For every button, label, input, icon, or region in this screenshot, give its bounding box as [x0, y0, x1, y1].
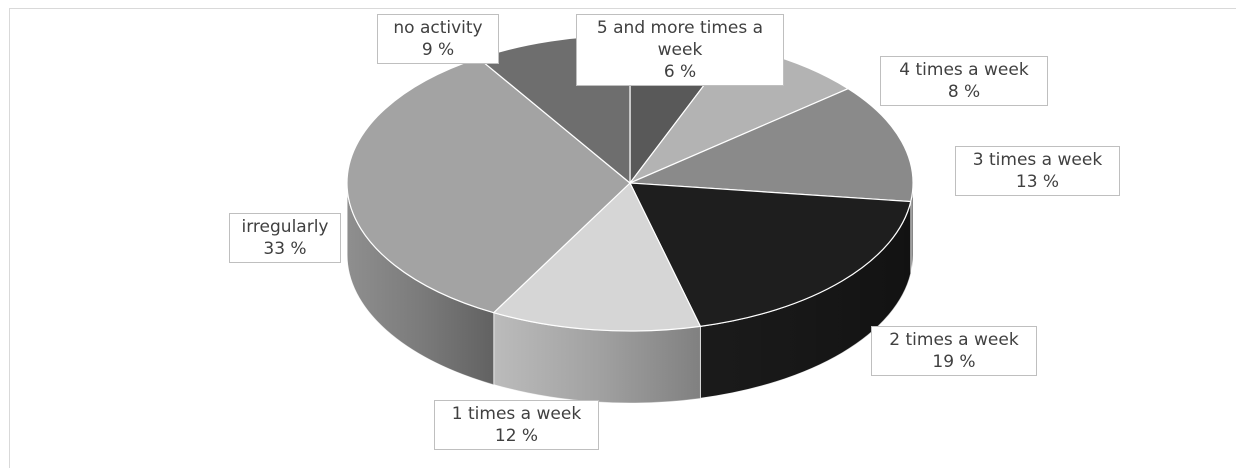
data-label-name: irregularly: [241, 217, 329, 237]
data-label-5-and-more-times: 5 and more times a week 6 %: [576, 14, 784, 86]
data-label-name: 3 times a week: [972, 150, 1103, 170]
data-label-value: 12 %: [494, 426, 539, 446]
data-label-1-times: 1 times a week 12 %: [434, 400, 599, 450]
pie-slice-irregularly: [346, 57, 631, 314]
data-label-2-times: 2 times a week 19 %: [871, 326, 1037, 376]
data-label-value: 8 %: [947, 82, 981, 102]
chart-area: [9, 8, 1236, 468]
pie-slice-1-times-a-week: [492, 182, 702, 332]
data-label-value: 6 %: [663, 62, 697, 82]
data-label-name: 4 times a week: [899, 60, 1029, 80]
data-label-value: 19 %: [932, 352, 976, 372]
data-label-value: 13 %: [1015, 172, 1060, 192]
data-label-name: 5 and more times a week: [596, 18, 764, 60]
data-label-4-times: 4 times a week 8 %: [880, 56, 1048, 106]
data-label-name: no activity: [393, 18, 483, 38]
data-label-name: 2 times a week: [889, 330, 1019, 350]
pie-side-shade-irregularly: [347, 183, 494, 385]
pie-slice-3-times-a-week: [629, 87, 914, 203]
data-label-name: 1 times a week: [451, 404, 582, 424]
pie-side-shade-3-times-a-week: [910, 183, 913, 274]
pie-slice-2-times-a-week: [629, 182, 912, 328]
data-label-3-times: 3 times a week 13 %: [955, 146, 1120, 196]
data-label-value: 9 %: [421, 40, 455, 60]
data-label-no-activity: no activity 9 %: [377, 14, 499, 64]
data-label-irregularly: irregularly 33 %: [229, 213, 341, 263]
data-label-value: 33 %: [263, 239, 307, 259]
pie-side-shade-2-times-a-week: [700, 201, 911, 399]
pie-side-shade-1-times-a-week: [493, 312, 701, 403]
